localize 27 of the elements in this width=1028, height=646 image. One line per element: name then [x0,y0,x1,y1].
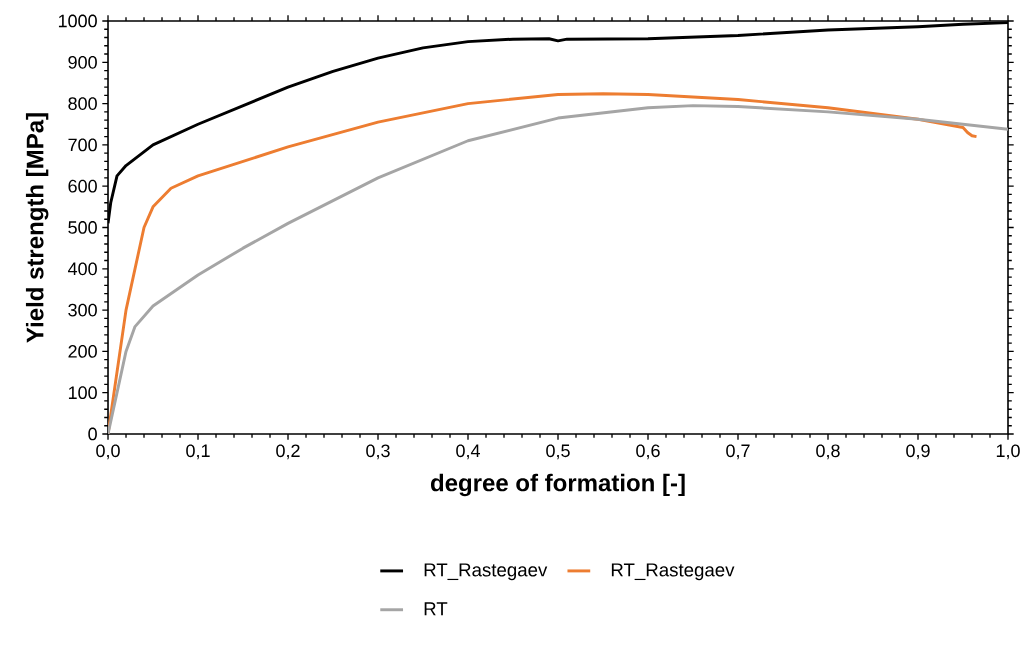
x-tick-label: 0,2 [276,444,300,460]
legend-label: RT_Rastegaev [611,563,735,581]
x-tick-label: 0,8 [816,444,840,460]
y-tick-label: 200 [68,345,97,358]
y-tick-label: 600 [68,179,97,193]
y-axis-title: Yield strength [MPa] [25,113,49,343]
y-tick-label: 900 [68,55,97,69]
y-tick-label: 0 [88,427,97,441]
y-tick-label: 300 [68,303,97,317]
legend-label: RT_Rastegaev [424,563,548,581]
y-tick-label: 400 [68,262,97,276]
legend-label: RT [424,602,448,616]
x-tick-label: 0,7 [726,444,750,460]
x-tick-label: 0,4 [456,444,480,460]
x-tick-label: 0,9 [906,444,930,460]
y-tick-label: 500 [68,221,97,234]
x-tick-label: 0,5 [546,444,570,460]
y-tick-label: 100 [68,386,97,400]
x-tick-label: 1,0 [996,444,1020,460]
x-tick-label: 0,6 [636,444,660,460]
y-tick-label: 700 [68,138,97,152]
y-tick-label: 1000 [58,14,97,28]
x-axis-title: degree of formation [-] [430,473,685,497]
x-tick-label: 0,0 [96,444,120,460]
x-tick-label: 0,1 [186,444,210,460]
x-tick-label: 0,3 [366,444,390,460]
y-tick-label: 800 [68,97,97,110]
